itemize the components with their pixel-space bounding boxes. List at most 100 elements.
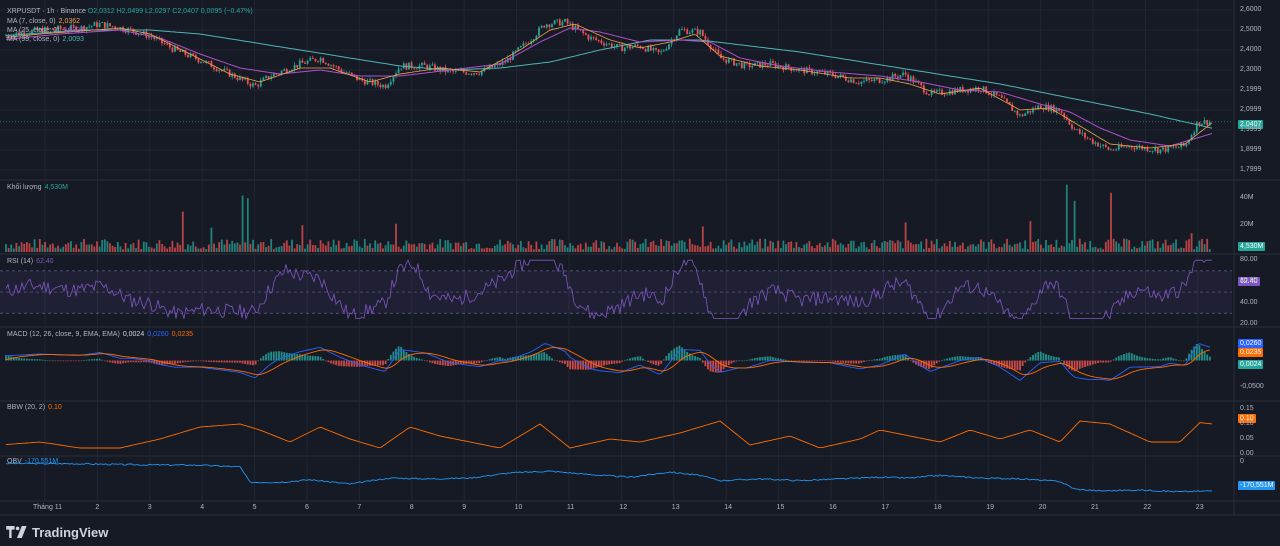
rsi-legend[interactable]: RSI (14) 62.40 <box>7 258 54 265</box>
volume-bar <box>31 247 33 252</box>
candle-body <box>1112 149 1115 151</box>
volume-bar <box>878 247 881 252</box>
macd-histogram-bar <box>995 360 998 366</box>
macd-histogram-bar <box>426 360 429 362</box>
macd-histogram-bar <box>140 360 143 363</box>
time-label-19: 20 <box>1038 504 1047 511</box>
candle-body <box>179 49 182 52</box>
candle-body <box>88 26 91 28</box>
candle-body <box>1159 149 1162 154</box>
volume-bar <box>909 242 912 252</box>
candle-body <box>293 64 296 71</box>
candle-body <box>137 33 140 35</box>
macd-histogram-bar <box>408 353 410 361</box>
histogram-tag: 0,0024 <box>1238 360 1264 369</box>
volume-bar <box>870 243 873 252</box>
volume-bar <box>592 242 595 252</box>
candle-body <box>506 58 509 63</box>
candle-body <box>340 69 343 73</box>
volume-bar <box>1188 239 1190 252</box>
candle-body <box>772 61 774 63</box>
candle-body <box>252 83 254 87</box>
time-label-4: 5 <box>252 504 257 511</box>
candle-body <box>155 37 158 39</box>
macd-histogram-bar <box>283 352 286 361</box>
macd-histogram-bar <box>787 360 790 361</box>
macd-legend[interactable]: MACD (12, 26, close, 9, EMA, EMA) 0,0024 0… <box>7 331 193 338</box>
volume-bar <box>735 248 738 252</box>
volume-bar <box>340 248 343 252</box>
candle-body <box>930 90 933 96</box>
volume-bar <box>642 243 644 252</box>
candle-body <box>626 45 629 48</box>
candle-body <box>254 83 257 85</box>
macd-histogram-bar <box>376 360 379 366</box>
price-tick-2: 2,4000 <box>1240 46 1262 53</box>
candle-body <box>1151 150 1154 152</box>
macd-histogram-bar <box>1167 357 1170 361</box>
volume-bar <box>239 244 241 252</box>
ma25-legend[interactable]: MA (25, close, 0) 1,9825 <box>7 27 84 34</box>
time-label-12: 13 <box>671 504 680 511</box>
volume-bar <box>444 240 447 252</box>
volume-bar <box>727 242 730 252</box>
ma99-value: 2,0093 <box>62 36 84 43</box>
macd-histogram-bar <box>577 360 579 370</box>
macd-histogram-bar <box>1146 358 1149 361</box>
volume-bar <box>348 246 351 252</box>
candle-body <box>1063 113 1066 118</box>
macd-histogram-bar <box>774 357 777 361</box>
macd-histogram-bar <box>1013 360 1016 370</box>
volume-bar <box>769 240 772 252</box>
candle-body <box>1045 104 1047 110</box>
candle-body <box>891 73 894 81</box>
price-change: 0,0095 (−0.47%) <box>200 8 253 15</box>
candle-body <box>15 32 18 35</box>
price-tick-5: 2,0999 <box>1240 106 1262 113</box>
volume-bar <box>772 242 774 252</box>
volume-bar <box>920 241 923 252</box>
macd-histogram-bar <box>155 360 158 365</box>
candle-body <box>670 39 673 45</box>
candle-body <box>1026 110 1029 114</box>
candle-body <box>1016 110 1019 116</box>
volume-bar <box>847 243 850 252</box>
bbw-legend[interactable]: BBW (20, 2) 0.10 <box>7 404 62 411</box>
candle-body <box>852 79 855 84</box>
candle-body <box>564 19 566 22</box>
candle-body <box>330 65 332 67</box>
volume-tick-0: 40M <box>1240 194 1254 202</box>
macd-histogram-bar <box>1164 357 1167 361</box>
volume-bar <box>1032 241 1034 252</box>
volume-bar <box>192 241 195 252</box>
macd-histogram-bar <box>1099 360 1102 363</box>
last-price-tag: 2,0407 <box>1238 120 1264 129</box>
tradingview-brand[interactable]: TradingView <box>6 524 108 540</box>
volume-bar <box>205 248 208 252</box>
candle-body <box>977 87 980 91</box>
macd-histogram-bar <box>179 360 182 363</box>
macd-histogram-bar <box>608 360 611 365</box>
macd-histogram-bar <box>917 360 920 366</box>
volume-bar <box>569 243 572 252</box>
obv-legend[interactable]: OBV -170,551M <box>7 458 58 465</box>
volume-bar <box>930 240 933 252</box>
candle-body <box>96 22 98 28</box>
candle-body <box>90 25 93 27</box>
macd-histogram-bar <box>850 360 852 364</box>
candle-body <box>475 73 478 75</box>
ma99-legend[interactable]: MA (99, close, 0) 2,0093 <box>7 36 84 43</box>
volume-bar <box>132 242 135 252</box>
candle-body <box>1073 128 1076 130</box>
volume-bar <box>1115 241 1118 252</box>
macd-histogram-bar <box>907 358 910 361</box>
symbol-legend: XRPUSDT · 1h · Binance O2,0312 H2,0499 L… <box>7 8 253 15</box>
volume-bar <box>1167 245 1170 252</box>
symbol-label[interactable]: XRPUSDT · 1h · Binance <box>7 8 86 15</box>
ma7-legend[interactable]: MA (7, close, 0) 2,0362 <box>7 18 80 25</box>
macd-histogram-bar <box>704 360 707 367</box>
candle-body <box>525 43 527 45</box>
volume-legend[interactable]: Khối lượng 4,530M <box>7 184 68 191</box>
macd-histogram-bar <box>592 360 595 369</box>
